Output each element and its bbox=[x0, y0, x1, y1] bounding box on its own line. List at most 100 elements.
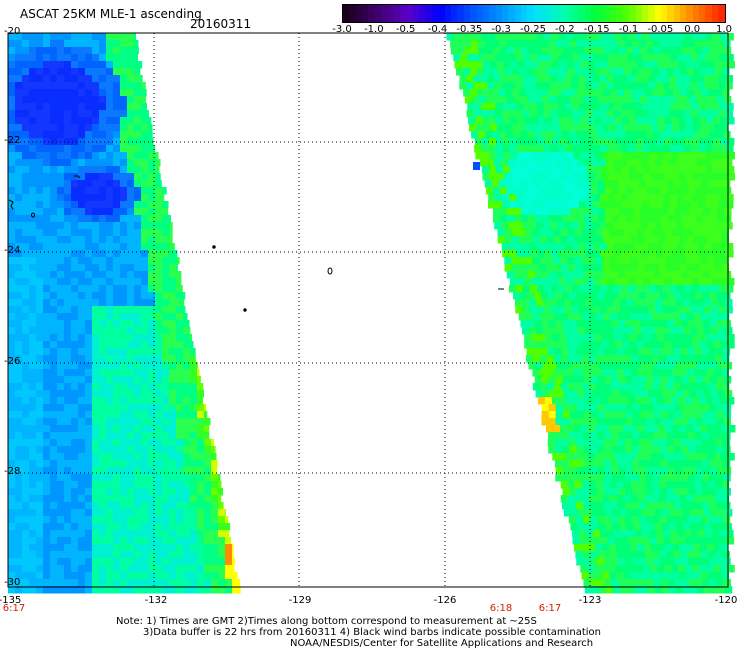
colorbar-cell bbox=[629, 5, 636, 22]
colorbar-cell bbox=[355, 5, 363, 22]
y-tick-label: -24 bbox=[4, 245, 21, 256]
x-tick-label: -123 bbox=[578, 595, 602, 606]
colorbar-cell bbox=[692, 5, 700, 22]
colorbar-cell bbox=[571, 5, 579, 22]
colorbar-cell bbox=[654, 5, 661, 22]
colorbar-cell bbox=[705, 5, 712, 22]
colorbar-cell bbox=[374, 5, 382, 22]
colorbar-cell bbox=[444, 5, 452, 22]
colorbar-cell bbox=[438, 5, 445, 22]
y-tick-label: -20 bbox=[4, 26, 21, 37]
colorbar-tick-label: -0.25 bbox=[520, 24, 546, 35]
time-label: 6:18 bbox=[489, 603, 513, 614]
colorbar-cell bbox=[463, 5, 471, 22]
colorbar-cell bbox=[680, 5, 687, 22]
note-line-3: NOAA/NESDIS/Center for Satellite Applica… bbox=[290, 638, 594, 649]
colorbar-cell bbox=[501, 5, 509, 22]
colorbar-cell bbox=[343, 5, 350, 22]
colorbar-tick-label: -1.0 bbox=[364, 24, 384, 35]
colorbar-cell bbox=[381, 5, 388, 22]
colorbar-cell bbox=[622, 5, 630, 22]
colorbar-cell bbox=[476, 5, 483, 22]
colorbar-cell bbox=[591, 5, 598, 22]
colorbar-cell bbox=[578, 5, 585, 22]
colorbar-tick-label: -0.5 bbox=[395, 24, 416, 35]
x-tick-label: -132 bbox=[144, 595, 168, 606]
colorbar-cell bbox=[527, 5, 534, 22]
colorbar-cell bbox=[616, 5, 623, 22]
colorbar-cell bbox=[406, 5, 413, 22]
colorbar-cell bbox=[412, 5, 420, 22]
colorbar-cell bbox=[699, 5, 706, 22]
x-tick-label: -120 bbox=[714, 595, 738, 606]
colorbar-cell bbox=[489, 5, 496, 22]
colorbar-cell bbox=[540, 5, 547, 22]
y-tick-label: -22 bbox=[4, 135, 21, 146]
colorbar-cell bbox=[711, 5, 719, 22]
map-title: ASCAT 25KM MLE-1 ascending bbox=[20, 7, 202, 21]
colorbar-cell bbox=[482, 5, 490, 22]
colorbar-cell bbox=[495, 5, 502, 22]
colorbar-cell bbox=[641, 5, 649, 22]
y-tick-label: -30 bbox=[4, 577, 21, 588]
colorbar-cell bbox=[425, 5, 433, 22]
y-tick-label: -28 bbox=[4, 466, 21, 477]
colorbar-cell bbox=[660, 5, 668, 22]
colorbar-cell bbox=[603, 5, 611, 22]
colorbar-cell bbox=[584, 5, 592, 22]
colorbar-tick-label: -0.4 bbox=[427, 24, 448, 35]
colorbar-tick-label: -3.0 bbox=[332, 24, 352, 35]
colorbar-cell bbox=[565, 5, 572, 22]
colorbar-tick-label: -0.05 bbox=[647, 24, 674, 35]
colorbar-tick-label: -0.3 bbox=[491, 24, 511, 35]
island-outlines bbox=[8, 175, 504, 312]
colorbar-tick-label: 0.0 bbox=[684, 24, 701, 35]
colorbar-cell bbox=[559, 5, 566, 22]
colorbar bbox=[342, 4, 726, 23]
colorbar-cell bbox=[610, 5, 617, 22]
note-line-2: 3)Data buffer is 22 hrs from 20160311 4)… bbox=[143, 627, 601, 638]
right-swath bbox=[446, 33, 736, 594]
colorbar-cell bbox=[521, 5, 528, 22]
colorbar-cell bbox=[648, 5, 655, 22]
time-label: 6:17 bbox=[538, 603, 562, 614]
colorbar-tick-label: -0.35 bbox=[456, 24, 483, 35]
colorbar-cell bbox=[419, 5, 426, 22]
colorbar-cell bbox=[393, 5, 401, 22]
colorbar-cell bbox=[387, 5, 394, 22]
x-tick-label: -135 bbox=[0, 595, 22, 606]
colorbar-tick-label: 1.0 bbox=[716, 24, 732, 35]
colorbar-cell bbox=[508, 5, 515, 22]
colorbar-cell bbox=[368, 5, 375, 22]
colorbar-tick-label: -0.15 bbox=[583, 24, 610, 35]
colorbar-cell bbox=[451, 5, 458, 22]
colorbar-cell bbox=[432, 5, 439, 22]
colorbar-cell bbox=[457, 5, 464, 22]
colorbar-tick-label: -0.1 bbox=[618, 24, 639, 35]
colorbar-cell bbox=[597, 5, 604, 22]
colorbar-cell bbox=[533, 5, 541, 22]
time-label: 6:17 bbox=[2, 603, 26, 614]
colorbar-cell bbox=[718, 5, 725, 22]
x-tick-label: -129 bbox=[288, 595, 312, 606]
colorbar-cell bbox=[635, 5, 642, 22]
colorbar-cell bbox=[673, 5, 681, 22]
colorbar-cell bbox=[514, 5, 522, 22]
colorbar-cell bbox=[349, 5, 356, 22]
data-pixel bbox=[473, 162, 480, 170]
graticule bbox=[8, 33, 728, 587]
colorbar-cell bbox=[667, 5, 674, 22]
map-date: 20160311 bbox=[190, 17, 252, 31]
y-tick-label: -26 bbox=[4, 356, 21, 367]
colorbar-cell bbox=[470, 5, 477, 22]
colorbar-cell bbox=[686, 5, 693, 22]
colorbar-cell bbox=[362, 5, 369, 22]
colorbar-tick-label: -0.2 bbox=[555, 24, 575, 35]
left-swath bbox=[8, 33, 241, 594]
note-line-1: Note: 1) Times are GMT 2)Times along bot… bbox=[116, 616, 537, 627]
colorbar-cell bbox=[400, 5, 407, 22]
colorbar-cell bbox=[552, 5, 560, 22]
map-frame bbox=[7, 32, 729, 588]
colorbar-cell bbox=[546, 5, 553, 22]
